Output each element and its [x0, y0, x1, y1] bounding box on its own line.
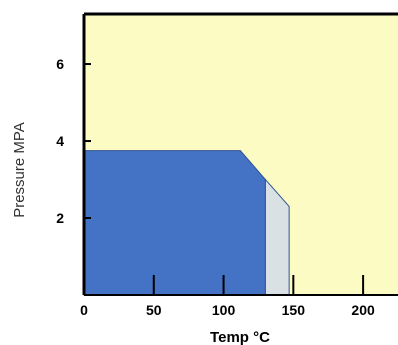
x-tick-label: 200 [351, 302, 375, 318]
chart-regions [83, 14, 398, 296]
x-tick-label: 100 [212, 302, 236, 318]
y-axis-title: Pressure MPA [11, 122, 28, 218]
x-tick-label: 0 [80, 302, 88, 318]
y-tick-label: 4 [56, 133, 64, 149]
chart-axes [82, 12, 398, 296]
y-tick-label: 6 [56, 56, 64, 72]
x-axis-title: Temp °C [210, 329, 270, 345]
y-tick-label: 2 [56, 210, 64, 226]
x-tick-label: 150 [282, 302, 306, 318]
x-tick-label: 50 [146, 302, 162, 318]
rated-region [83, 150, 266, 296]
chart-ticks: 0 50 100 150 200 2 4 6 [56, 56, 375, 318]
